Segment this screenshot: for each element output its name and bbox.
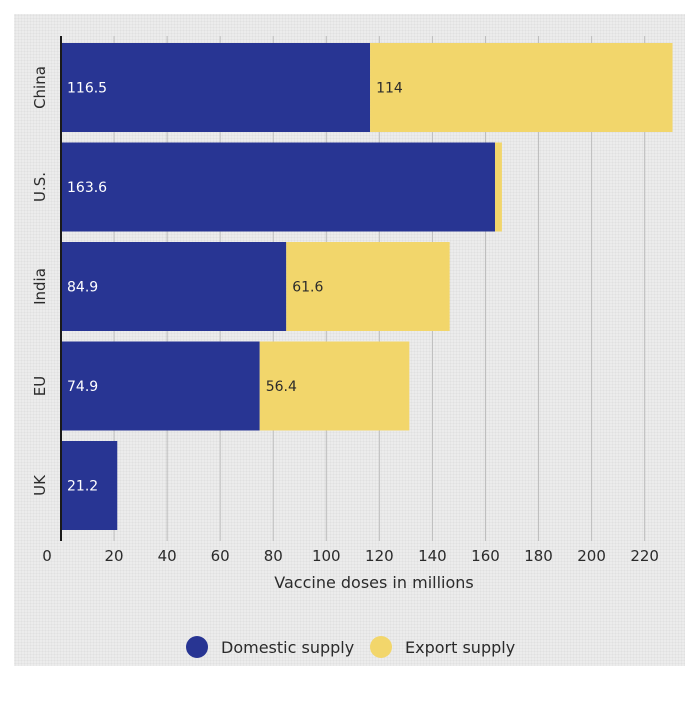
x-tick-label-140: 140	[418, 547, 447, 565]
legend-item-export: Export supply	[370, 636, 515, 658]
data-label-uk-domestic: 21.2	[67, 479, 98, 495]
bar-us-domestic	[61, 142, 496, 232]
data-label-us-domestic: 163.6	[67, 180, 107, 196]
legend-item-domestic: Domestic supply	[186, 636, 354, 658]
bar-india-domestic	[61, 242, 287, 331]
x-tick-label-20: 20	[105, 547, 124, 565]
category-label-uk: UK	[31, 474, 49, 496]
x-tick-label-200: 200	[577, 547, 606, 565]
bar-eu-domestic	[61, 341, 260, 431]
x-tick-label-160: 160	[471, 547, 500, 565]
legend-label-domestic: Domestic supply	[221, 637, 355, 657]
bar-eu-export	[259, 341, 410, 431]
data-label-india-domestic: 84.9	[67, 280, 98, 296]
data-label-eu-domestic: 74.9	[67, 379, 98, 395]
data-label-eu-export: 56.4	[266, 379, 297, 395]
bar-uk-domestic	[61, 441, 118, 530]
category-label-china: China	[31, 66, 49, 109]
x-tick-label-100: 100	[312, 547, 341, 565]
data-label-china-domestic: 116.5	[67, 81, 107, 97]
bar-us-export	[495, 142, 502, 232]
x-tick-label-0: 0	[42, 547, 52, 565]
x-tick-label-220: 220	[630, 547, 659, 565]
data-label-india-export: 61.6	[292, 280, 323, 296]
legend-swatch-export	[370, 636, 392, 658]
bar-china-export	[370, 43, 673, 132]
x-tick-label-120: 120	[365, 547, 394, 565]
x-tick-label-60: 60	[211, 547, 230, 565]
x-tick-label-180: 180	[524, 547, 553, 565]
data-label-china-export: 114	[376, 81, 403, 97]
bar-india-export	[286, 242, 450, 331]
x-tick-label-80: 80	[264, 547, 283, 565]
category-label-us: U.S.	[31, 172, 49, 202]
x-tick-label-40: 40	[158, 547, 177, 565]
legend-swatch-domestic	[186, 636, 208, 658]
x-axis-title: Vaccine doses in millions	[274, 573, 473, 592]
category-label-india: India	[31, 268, 49, 305]
bar-china-domestic	[61, 43, 371, 132]
category-label-eu: EU	[31, 376, 49, 396]
legend-label-export: Export supply	[405, 637, 516, 657]
